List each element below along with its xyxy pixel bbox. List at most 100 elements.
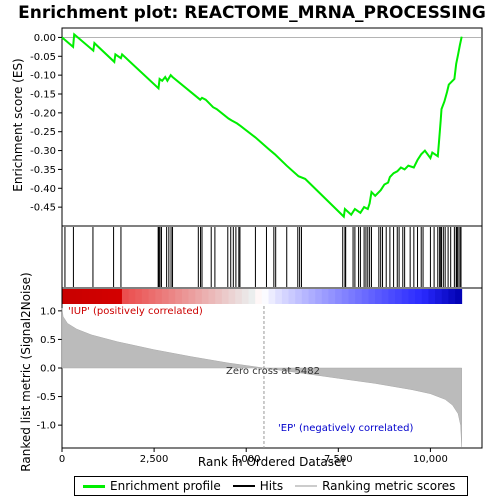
enrichment-profile-line bbox=[61, 32, 463, 219]
color-bar-segment bbox=[275, 289, 283, 304]
color-bar-segment bbox=[415, 289, 423, 304]
es-tick-label: -0.45 bbox=[30, 203, 56, 214]
color-bar-segment bbox=[375, 289, 383, 304]
es-axis-ticks: 0.00 -0.05 -0.10 -0.15 -0.20 -0.25 -0.30 -0.35 -… bbox=[30, 33, 482, 214]
es-tick-label: -0.25 bbox=[30, 127, 56, 138]
color-bar-segment bbox=[161, 289, 169, 304]
color-bar-segment bbox=[355, 289, 363, 304]
color-bar-segment bbox=[68, 289, 76, 304]
x-tick-label: 10,000 bbox=[413, 454, 448, 465]
x-axis-ticks: 0 2,500 5,000 7,500 10,000 bbox=[59, 448, 448, 465]
color-bar-segment bbox=[435, 289, 443, 304]
es-tick-label: -0.15 bbox=[30, 90, 56, 101]
color-bar-segment bbox=[261, 289, 269, 304]
metric-tick-label: 0.5 bbox=[40, 335, 56, 346]
color-bar-segment bbox=[321, 289, 329, 304]
color-bar-segment bbox=[301, 289, 309, 304]
x-tick-label: 0 bbox=[59, 454, 65, 465]
color-bar-segment bbox=[81, 289, 90, 304]
color-bar-segment bbox=[361, 289, 369, 304]
legend: Enrichment profile Hits Ranking metric s… bbox=[74, 476, 468, 496]
chart-title: Enrichment plot: REACTOME_MRNA_PROCESSIN… bbox=[18, 3, 486, 23]
color-bar-segment bbox=[388, 289, 396, 304]
color-bar-segment bbox=[288, 289, 296, 304]
metric-tick-label: -1.0 bbox=[36, 421, 56, 432]
color-bar-segment bbox=[75, 289, 83, 304]
es-tick-label: -0.30 bbox=[30, 146, 56, 157]
metric-axis-label: Ranked list metric (Signal2Noise) bbox=[19, 272, 33, 471]
color-bar-segment bbox=[108, 289, 116, 304]
color-bar-segment bbox=[215, 289, 223, 304]
color-bar-segment bbox=[195, 289, 203, 304]
es-axis-label: Enrichment score (ES) bbox=[11, 58, 25, 191]
color-bar-segment bbox=[115, 289, 123, 304]
legend-item-profile: Enrichment profile bbox=[83, 479, 221, 493]
es-tick-label: -0.05 bbox=[30, 52, 56, 63]
legend-metric-label: Ranking metric scores bbox=[322, 479, 456, 493]
legend-profile-swatch bbox=[83, 484, 105, 488]
es-tick-label: -0.20 bbox=[30, 108, 56, 119]
hit-markers bbox=[64, 227, 462, 287]
x-tick-label: 7,500 bbox=[324, 454, 353, 465]
es-tick-label: -0.35 bbox=[30, 165, 56, 176]
color-bar-segment bbox=[448, 289, 456, 304]
color-bar-segment bbox=[315, 289, 323, 304]
color-bar-segment bbox=[62, 289, 70, 304]
color-bar-segment bbox=[295, 289, 303, 304]
color-bar-segment bbox=[335, 289, 343, 304]
color-bar-segment bbox=[341, 289, 349, 304]
hits-panel-frame bbox=[61, 225, 483, 289]
rank-color-bar bbox=[62, 289, 463, 304]
color-bar-segment bbox=[128, 289, 136, 304]
color-bar-segment bbox=[241, 289, 249, 304]
color-bar-segment bbox=[135, 289, 143, 304]
metric-tick-label: -0.5 bbox=[36, 392, 56, 403]
color-bar-segment bbox=[228, 289, 236, 304]
color-bar-segment bbox=[441, 289, 449, 304]
color-bar-segment bbox=[208, 289, 216, 304]
color-bar-segment bbox=[175, 289, 183, 304]
zero-cross-label: Zero cross at 5482 bbox=[226, 366, 320, 377]
es-tick-label: -0.10 bbox=[30, 71, 56, 82]
color-bar-segment bbox=[395, 289, 403, 304]
x-tick-label: 5,000 bbox=[232, 454, 261, 465]
color-bar-segment bbox=[281, 289, 289, 304]
color-bar-segment bbox=[95, 289, 103, 304]
color-bar-segment bbox=[255, 289, 263, 304]
color-bar-segment bbox=[155, 289, 163, 304]
color-bar-segment bbox=[235, 289, 243, 304]
color-bar-segment bbox=[421, 289, 429, 304]
metric-axis-ticks: 1.0 0.5 0.0 -0.5 -1.0 bbox=[36, 306, 62, 432]
legend-item-hits: Hits bbox=[232, 479, 284, 493]
color-bar-segment bbox=[201, 289, 209, 304]
legend-hits-swatch bbox=[232, 485, 255, 487]
color-bar-segment bbox=[408, 289, 416, 304]
metric-tick-label: 0.0 bbox=[40, 364, 56, 375]
es-tick-label: -0.40 bbox=[30, 184, 56, 195]
x-axis-label: Rank in Ordered Dataset bbox=[198, 455, 346, 469]
color-bar-segment bbox=[348, 289, 356, 304]
color-bar-segment bbox=[141, 289, 150, 304]
legend-hits-label: Hits bbox=[259, 479, 284, 493]
color-bar-segment bbox=[181, 289, 189, 304]
color-bar-segment bbox=[401, 289, 409, 304]
color-bar-segment bbox=[368, 289, 376, 304]
legend-item-metric: Ranking metric scores bbox=[295, 479, 455, 493]
color-bar-segment bbox=[168, 289, 176, 304]
color-bar-segment bbox=[101, 289, 110, 304]
legend-metric-swatch bbox=[295, 485, 318, 487]
color-bar-segment bbox=[148, 289, 156, 304]
color-bar-segment bbox=[381, 289, 389, 304]
color-bar-segment bbox=[268, 289, 276, 304]
color-bar-segment bbox=[455, 289, 463, 304]
legend-profile-label: Enrichment profile bbox=[110, 479, 221, 493]
color-bar-segment bbox=[248, 289, 256, 304]
color-bar-segment bbox=[308, 289, 316, 304]
ranking-metric-area bbox=[61, 307, 462, 447]
x-tick-label: 2,500 bbox=[140, 454, 169, 465]
positive-correlation-label: 'IUP' (positively correlated) bbox=[68, 306, 203, 317]
color-bar-segment bbox=[221, 289, 229, 304]
color-bar-segment bbox=[328, 289, 336, 304]
color-bar-segment bbox=[188, 289, 196, 304]
